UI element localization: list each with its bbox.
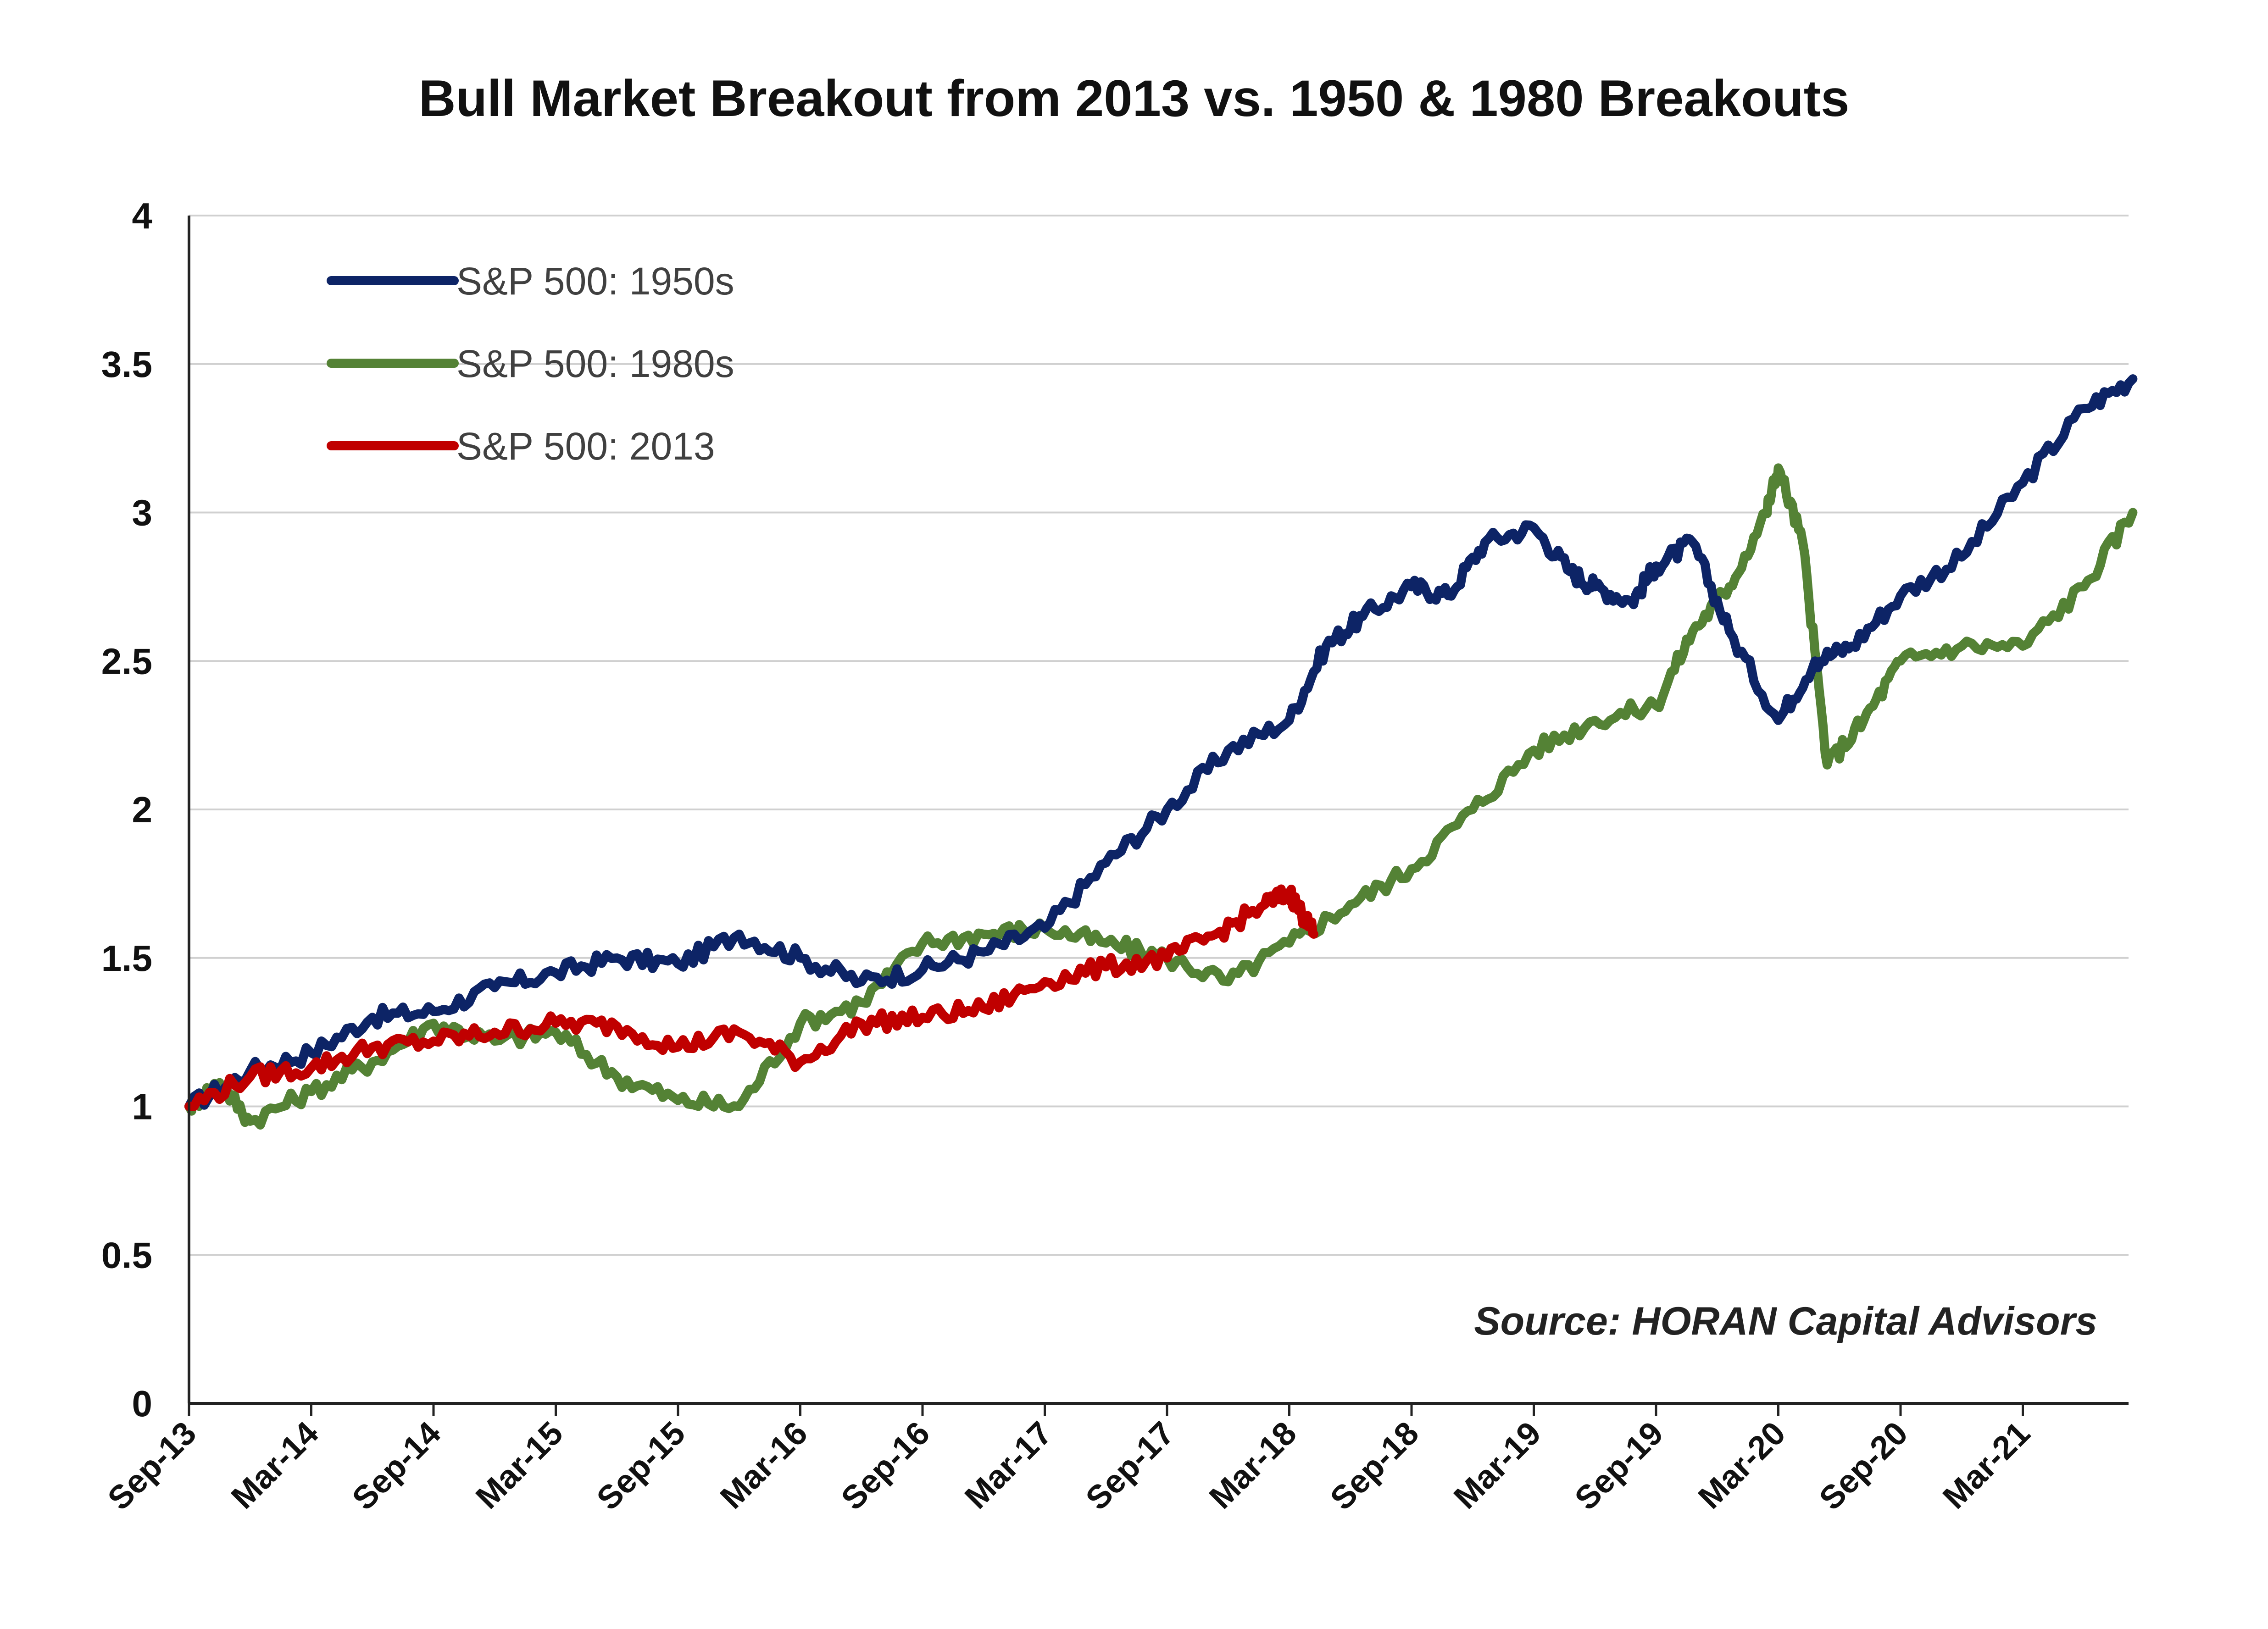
axes — [188, 216, 2129, 1405]
y-tick-label: 0.5 — [101, 1235, 152, 1275]
y-axis-ticks: 0 0.5 1 1.5 2 2.5 3 3.5 4 — [101, 195, 153, 1424]
x-tick-label: Sep-13 — [101, 1415, 204, 1518]
x-axis-ticks: Sep-13 Mar-14 Sep-14 Mar-15 Sep-15 Mar-16 Sep-… — [101, 1403, 2037, 1517]
legend-label: S&P 500: 2013 — [456, 425, 715, 468]
x-tick-label: Mar-18 — [1202, 1415, 1304, 1516]
y-tick-label: 2 — [132, 789, 153, 830]
x-tick-label: Mar-16 — [713, 1415, 815, 1516]
x-tick-label: Sep-16 — [834, 1415, 937, 1518]
x-tick-label: Mar-21 — [1936, 1415, 2037, 1516]
x-tick-label: Mar-17 — [958, 1415, 1059, 1516]
y-tick-label: 1.5 — [101, 938, 152, 979]
y-tick-label: 0 — [132, 1383, 153, 1424]
x-tick-label: Sep-18 — [1323, 1415, 1426, 1518]
series-lines — [184, 374, 2138, 1130]
x-tick-label: Sep-14 — [345, 1415, 448, 1518]
x-tick-label: Sep-15 — [590, 1415, 693, 1518]
chart-title: Bull Market Breakout from 2013 vs. 1950 … — [418, 70, 1850, 127]
series-line-1980s — [184, 463, 2138, 1130]
series-line-2013 — [184, 884, 1318, 1111]
series-line-1950s — [184, 374, 2138, 1111]
y-tick-label: 1 — [132, 1086, 153, 1127]
x-tick-label: Mar-20 — [1691, 1415, 1793, 1516]
source-annotation: Source: HORAN Capital Advisors — [1474, 1299, 2097, 1343]
y-tick-label: 4 — [132, 195, 153, 236]
x-tick-label: Mar-19 — [1447, 1415, 1548, 1516]
x-tick-label: Sep-20 — [1812, 1415, 1915, 1518]
x-tick-label: Mar-14 — [224, 1415, 326, 1516]
y-tick-label: 3 — [132, 493, 153, 533]
x-tick-label: Sep-19 — [1568, 1415, 1671, 1518]
x-tick-label: Sep-17 — [1079, 1415, 1182, 1518]
legend-label: S&P 500: 1980s — [456, 342, 734, 385]
y-tick-label: 2.5 — [101, 641, 152, 682]
y-tick-label: 3.5 — [101, 344, 152, 385]
legend-label: S&P 500: 1950s — [456, 260, 734, 303]
legend: S&P 500: 1950s S&P 500: 1980s S&P 500: 201… — [327, 260, 734, 468]
x-tick-label: Mar-15 — [469, 1415, 570, 1516]
